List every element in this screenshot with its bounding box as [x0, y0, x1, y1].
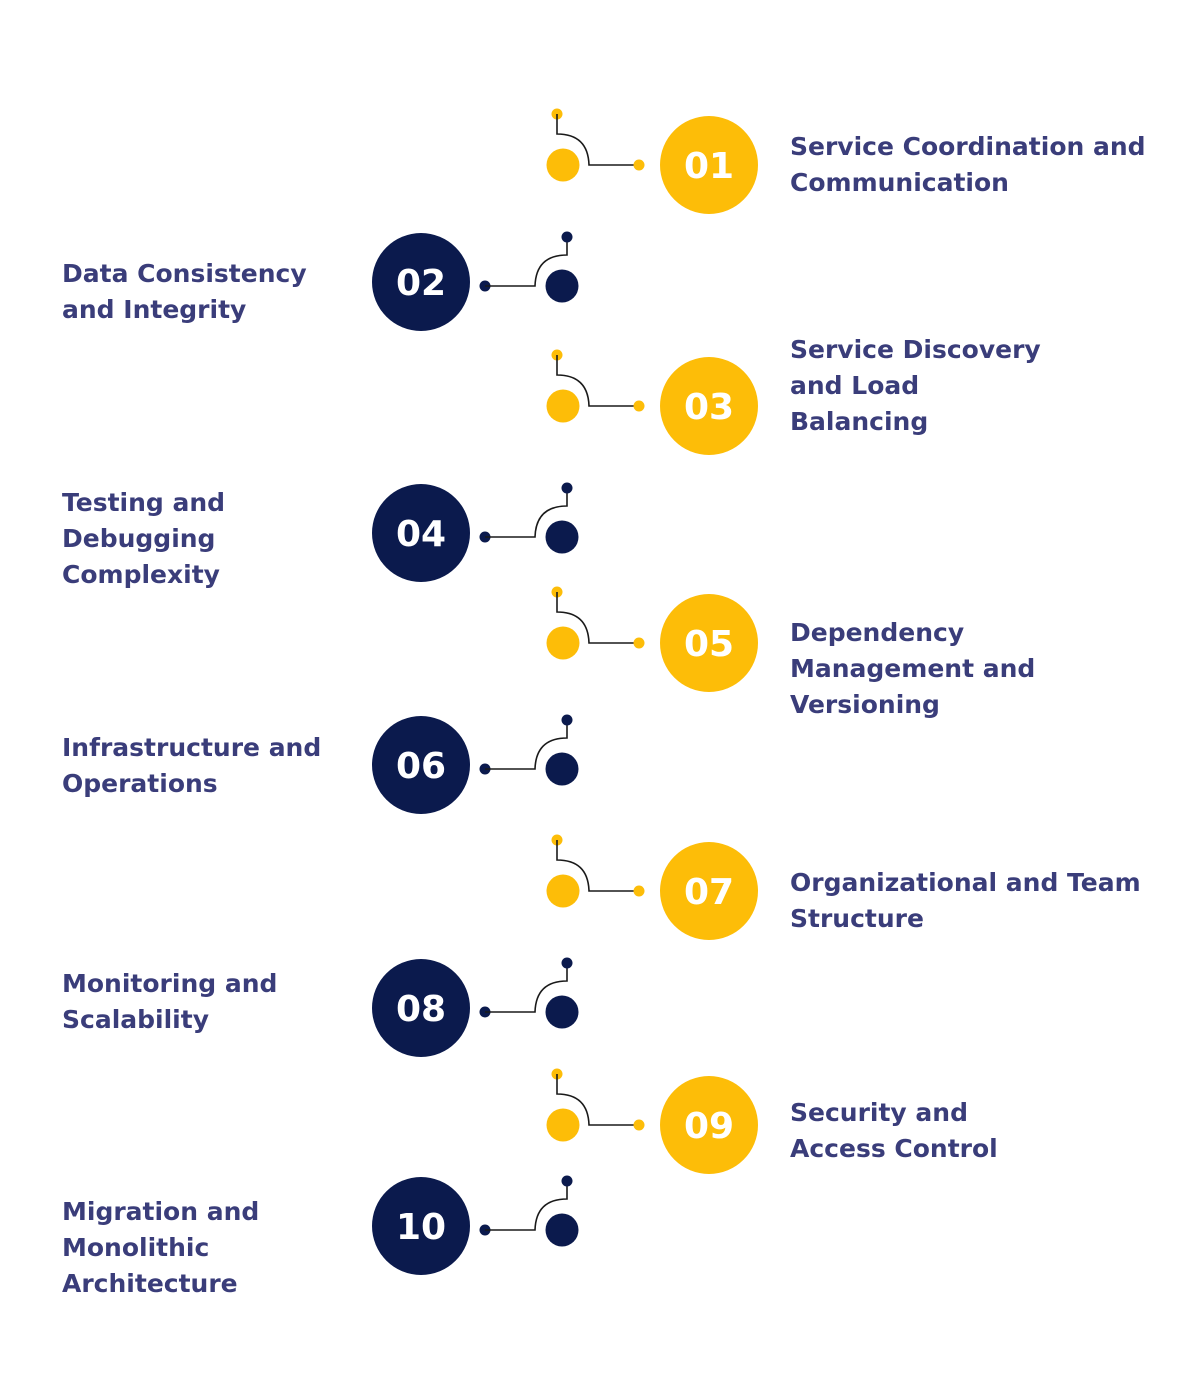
- step-number: 03: [684, 387, 734, 428]
- step-number: 07: [684, 872, 734, 913]
- step-number: 09: [684, 1106, 734, 1147]
- connector-line: [556, 592, 639, 644]
- step-09: 09: [546, 1068, 758, 1174]
- step-circle: [660, 842, 758, 940]
- step-03: 03: [546, 349, 758, 455]
- step-02: 02: [372, 231, 579, 331]
- step-01: 01: [546, 108, 758, 214]
- connector-line: [485, 1181, 568, 1231]
- step-circle: [372, 484, 470, 582]
- connector-end-dot: [633, 159, 645, 171]
- step-08: 08: [372, 957, 579, 1057]
- connector-line: [485, 237, 568, 287]
- step-label-06: Infrastructure and Operations: [62, 733, 322, 798]
- step-06: 06: [372, 714, 579, 814]
- step-circle: [660, 116, 758, 214]
- step-label-07: Organizational and Team Structure: [790, 868, 1141, 933]
- connector-top-dot: [561, 1175, 573, 1187]
- step-label-08: Monitoring and Scalability: [62, 969, 278, 1034]
- step-number: 10: [396, 1207, 446, 1248]
- step-number: 06: [396, 746, 446, 787]
- connector-line: [556, 114, 639, 166]
- step-circle: [372, 1177, 470, 1275]
- connector-node: [545, 752, 579, 786]
- step-label-02: Data Consistency and Integrity: [62, 259, 307, 324]
- step-label-04: Testing and Debugging Complexity: [62, 488, 226, 589]
- step-number: 04: [396, 514, 446, 555]
- step-circle: [372, 959, 470, 1057]
- step-number: 05: [684, 624, 734, 665]
- connector-line: [556, 355, 639, 407]
- step-circle: [372, 233, 470, 331]
- connector-line: [485, 720, 568, 770]
- step-label-03: Service Discovery and Load Balancing: [790, 335, 1041, 436]
- connector-node: [545, 995, 579, 1029]
- connector-end-dot: [633, 1119, 645, 1131]
- connector-line: [556, 840, 639, 892]
- connector-line: [556, 1074, 639, 1126]
- connector-node: [545, 269, 579, 303]
- step-04: 04: [372, 482, 579, 582]
- connector-end-dot: [633, 885, 645, 897]
- connector-top-dot: [561, 231, 573, 243]
- connector-top-dot: [561, 957, 573, 969]
- step-label-10: Migration and Monolithic Architecture: [62, 1197, 260, 1298]
- step-label-09: Security and Access Control: [790, 1098, 998, 1163]
- connector-top-dot: [561, 482, 573, 494]
- connector-top-dot: [561, 714, 573, 726]
- step-circle: [660, 594, 758, 692]
- connector-node: [546, 1108, 580, 1142]
- step-label-05: Dependency Management and Versioning: [790, 618, 1036, 719]
- step-label-01: Service Coordination and Communication: [790, 132, 1146, 197]
- step-circle: [372, 716, 470, 814]
- step-circle: [660, 1076, 758, 1174]
- connector-node: [546, 389, 580, 423]
- connector-line: [485, 963, 568, 1013]
- connector-node: [545, 1213, 579, 1247]
- step-number: 08: [396, 989, 446, 1030]
- step-05: 05: [546, 586, 758, 692]
- step-07: 07: [546, 834, 758, 940]
- connector-node: [546, 626, 580, 660]
- connector-node: [545, 520, 579, 554]
- step-circle: [660, 357, 758, 455]
- connector-node: [546, 874, 580, 908]
- step-number: 02: [396, 263, 446, 304]
- connector-end-dot: [633, 637, 645, 649]
- step-10: 10: [372, 1175, 579, 1275]
- step-number: 01: [684, 146, 734, 187]
- connector-end-dot: [633, 400, 645, 412]
- connector-line: [485, 488, 568, 538]
- connector-node: [546, 148, 580, 182]
